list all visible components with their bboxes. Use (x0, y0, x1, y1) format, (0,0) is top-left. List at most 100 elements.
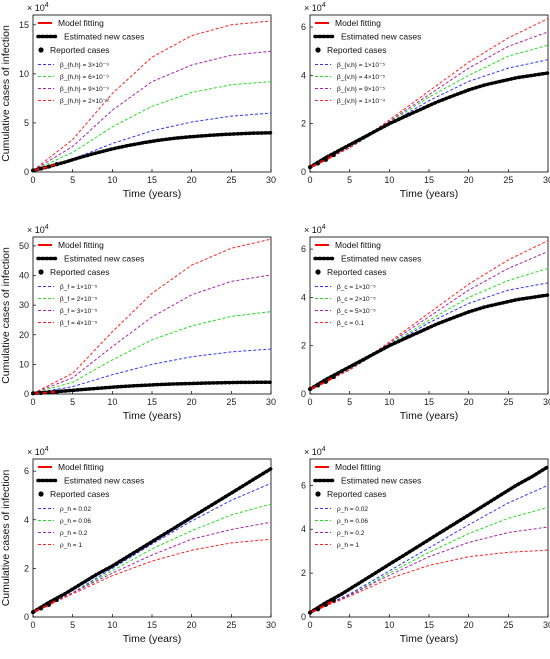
reported-case-point (46, 390, 51, 395)
legend-label-series-4: β_f = 4×10⁻⁵ (60, 320, 98, 327)
y-tick-label: 30 (19, 300, 29, 310)
legend-swatch-reported (315, 269, 321, 275)
legend-label-series-1: ρ_h = 0.02 (60, 506, 91, 513)
y-tick-label: 6 (301, 480, 306, 490)
model-fitting-line (309, 376, 335, 391)
legend-label-reported: Reported cases (50, 45, 110, 55)
y-tick-label: 0 (24, 389, 29, 399)
x-tick-label: 15 (424, 620, 434, 630)
reported-case-point (315, 383, 320, 388)
y-tick-label: 15 (19, 20, 29, 30)
reported-case-point (31, 168, 35, 173)
legend-label-series-1: β_{v,h} = 1×10⁻⁵ (337, 62, 385, 69)
reported-case-point (323, 379, 328, 384)
chart-panel-1: 0 5 10 15 20 25 30 0 5 10 15 × 104 Time (years) Cumul… (0, 2, 276, 200)
legend-label-series-3: ρ_h = 0.2 (337, 530, 365, 537)
legend-swatch-reported (315, 491, 321, 497)
x-axis-label: Time (years) (123, 633, 182, 645)
x-tick-label: 10 (384, 620, 394, 630)
y-tick-label: 6 (24, 466, 29, 476)
x-tick-label: 0 (30, 175, 35, 185)
legend-swatch-reported (315, 47, 321, 53)
x-tick-label: 10 (384, 175, 394, 185)
model-fitting-line (309, 599, 335, 614)
x-tick-label: 30 (266, 620, 276, 630)
y-tick-label: 20 (19, 330, 29, 340)
series-line-4 (309, 240, 549, 390)
series-line-4 (32, 238, 272, 394)
legend-label-estimated: Estimated new cases (341, 476, 421, 486)
x-tick-label: 5 (70, 620, 75, 630)
reported-case-point (38, 390, 43, 395)
chart-panel-6: 0 5 10 15 20 25 30 0 2 4 6 × 104 Time (years) Model f… (301, 446, 550, 645)
chart-panel-5: 0 5 10 15 20 25 30 0 2 4 6 × 104 Time (years) Cumulat… (0, 446, 276, 645)
legend-label-series-2: ρ_h = 0.06 (337, 518, 368, 525)
series-line-1 (309, 484, 549, 614)
x-tick-label: 0 (307, 620, 312, 630)
reported-case-point (315, 161, 320, 166)
estimated-cases-line (308, 293, 550, 391)
series-line-3 (309, 526, 549, 614)
x-tick-label: 30 (543, 620, 550, 630)
legend-label-series-2: β_f = 2×10⁻⁵ (60, 296, 98, 303)
legend-label-estimated: Estimated new cases (64, 254, 144, 264)
x-tick-label: 0 (307, 397, 312, 407)
y-tick-label: 4 (301, 524, 306, 534)
legend-label-series-1: β_f = 1×10⁻⁵ (60, 284, 98, 291)
legend-swatch-reported (38, 491, 44, 497)
chart-panel-2: 0 5 10 15 20 25 30 0 2 4 6 × 104 Time (years) Model f… (301, 2, 550, 200)
reported-case-point (308, 165, 312, 170)
legend-label-reported: Reported cases (327, 267, 387, 277)
x-tick-label: 20 (187, 175, 197, 185)
x-axis-label: Time (years) (400, 633, 459, 645)
legend-swatch-reported (38, 269, 44, 275)
model-fitting-line (32, 163, 58, 172)
x-tick-label: 5 (347, 175, 352, 185)
y-tick-label: 2 (24, 563, 29, 573)
y-tick-label: 10 (19, 69, 29, 79)
series-line-3 (32, 274, 272, 394)
x-tick-label: 20 (464, 397, 474, 407)
estimated-cases-line (31, 380, 273, 396)
reported-case-point (315, 607, 320, 612)
series-line-1 (309, 59, 549, 168)
reported-case-point (323, 602, 328, 607)
y-axis-label: Cumulative cases of infection (0, 470, 12, 607)
legend-label-series-1: β_{h,h} = 3×10⁻⁹ (60, 62, 109, 69)
y-tick-label: 0 (301, 612, 306, 622)
series-line-1 (32, 348, 272, 394)
legend-label-series-3: β_{h,h} = 9×10⁻⁹ (60, 86, 109, 93)
legend-label-series-3: β_c = 5×10⁻⁵ (337, 308, 376, 315)
legend-label-series-2: β_{v,h} = 4×10⁻⁵ (337, 74, 385, 81)
x-tick-label: 30 (543, 397, 550, 407)
legend-label-series-3: β_{v,h} = 9×10⁻⁵ (337, 86, 385, 93)
x-tick-label: 15 (147, 620, 157, 630)
legend-label-estimated: Estimated new cases (64, 476, 144, 486)
x-tick-label: 15 (424, 175, 434, 185)
y-exponent-label: × 104 (27, 446, 49, 457)
y-axis-label: Cumulative cases of infection (0, 247, 12, 384)
x-tick-label: 25 (226, 397, 236, 407)
x-tick-label: 10 (384, 397, 394, 407)
legend-label-reported: Reported cases (327, 45, 387, 55)
reported-case-point (331, 375, 336, 380)
legend-label-series-2: β_c = 2×10⁻⁵ (337, 296, 376, 303)
y-tick-label: 2 (301, 341, 306, 351)
series-line-4 (309, 18, 549, 168)
x-tick-label: 30 (266, 175, 276, 185)
x-tick-label: 20 (187, 397, 197, 407)
model-fitting-line (32, 599, 58, 614)
series-line-4 (309, 549, 549, 614)
series-line-2 (32, 311, 272, 394)
estimated-cases-line (31, 466, 273, 614)
x-tick-label: 15 (424, 397, 434, 407)
y-exponent-label: × 104 (27, 224, 49, 235)
x-tick-label: 10 (107, 175, 117, 185)
legend-label-series-3: β_f = 3×10⁻⁵ (60, 308, 98, 315)
series-line-2 (309, 267, 549, 390)
series-line-2 (32, 81, 272, 171)
x-axis-label: Time (years) (123, 410, 182, 422)
legend-label-reported: Reported cases (50, 267, 110, 277)
reported-case-point (331, 598, 336, 603)
